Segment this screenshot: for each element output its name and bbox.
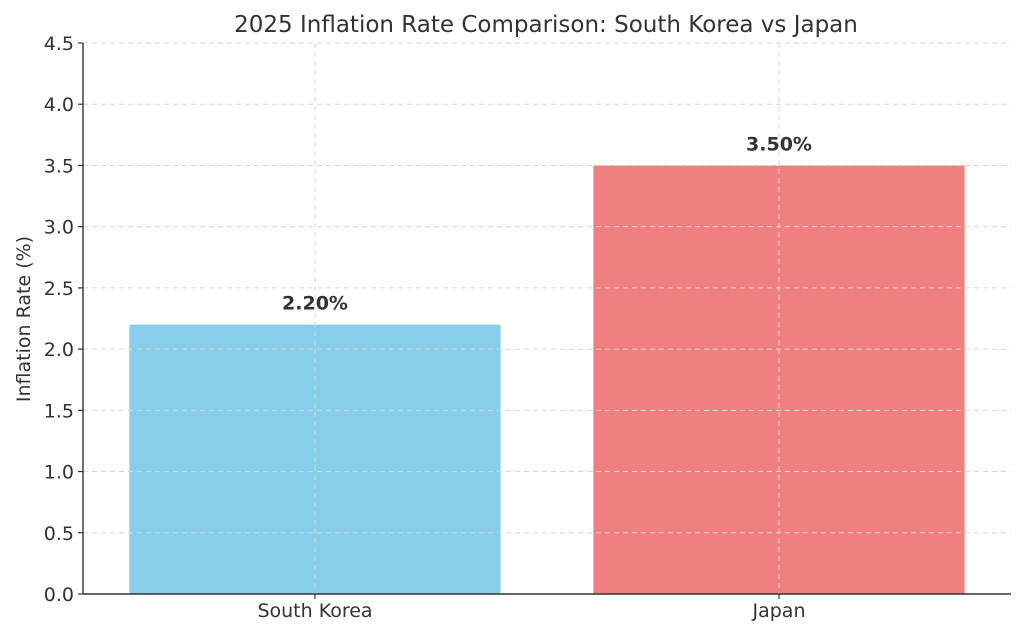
chart-title: 2025 Inflation Rate Comparison: South Ko…	[234, 12, 858, 38]
bar-value-label: 3.50%	[746, 133, 812, 155]
y-tick-label: 3.5	[44, 155, 74, 177]
y-tick-label: 4.0	[44, 94, 74, 116]
y-tick-label: 3.0	[44, 217, 74, 239]
x-tick-label: Japan	[752, 600, 806, 622]
x-tick-label: South Korea	[257, 600, 372, 622]
axes-layer	[78, 42, 1011, 599]
y-tick-label: 0.5	[44, 523, 74, 545]
y-tick-label: 2.5	[44, 278, 74, 300]
y-tick-label: 1.5	[44, 400, 74, 422]
y-tick-label: 2.0	[44, 339, 74, 361]
y-tick-label: 1.0	[44, 462, 74, 484]
bar-value-label: 2.20%	[282, 293, 348, 315]
y-axis-label: Inflation Rate (%)	[13, 236, 35, 402]
y-tick-label: 0.0	[44, 584, 74, 606]
labels-layer: 0.0 0.5 1.0 1.5 2.0 2.5 3.0 3.5 4.0 4.5 South Kore…	[44, 33, 812, 622]
bars-layer	[129, 165, 965, 594]
y-tick-label: 4.5	[44, 33, 74, 55]
